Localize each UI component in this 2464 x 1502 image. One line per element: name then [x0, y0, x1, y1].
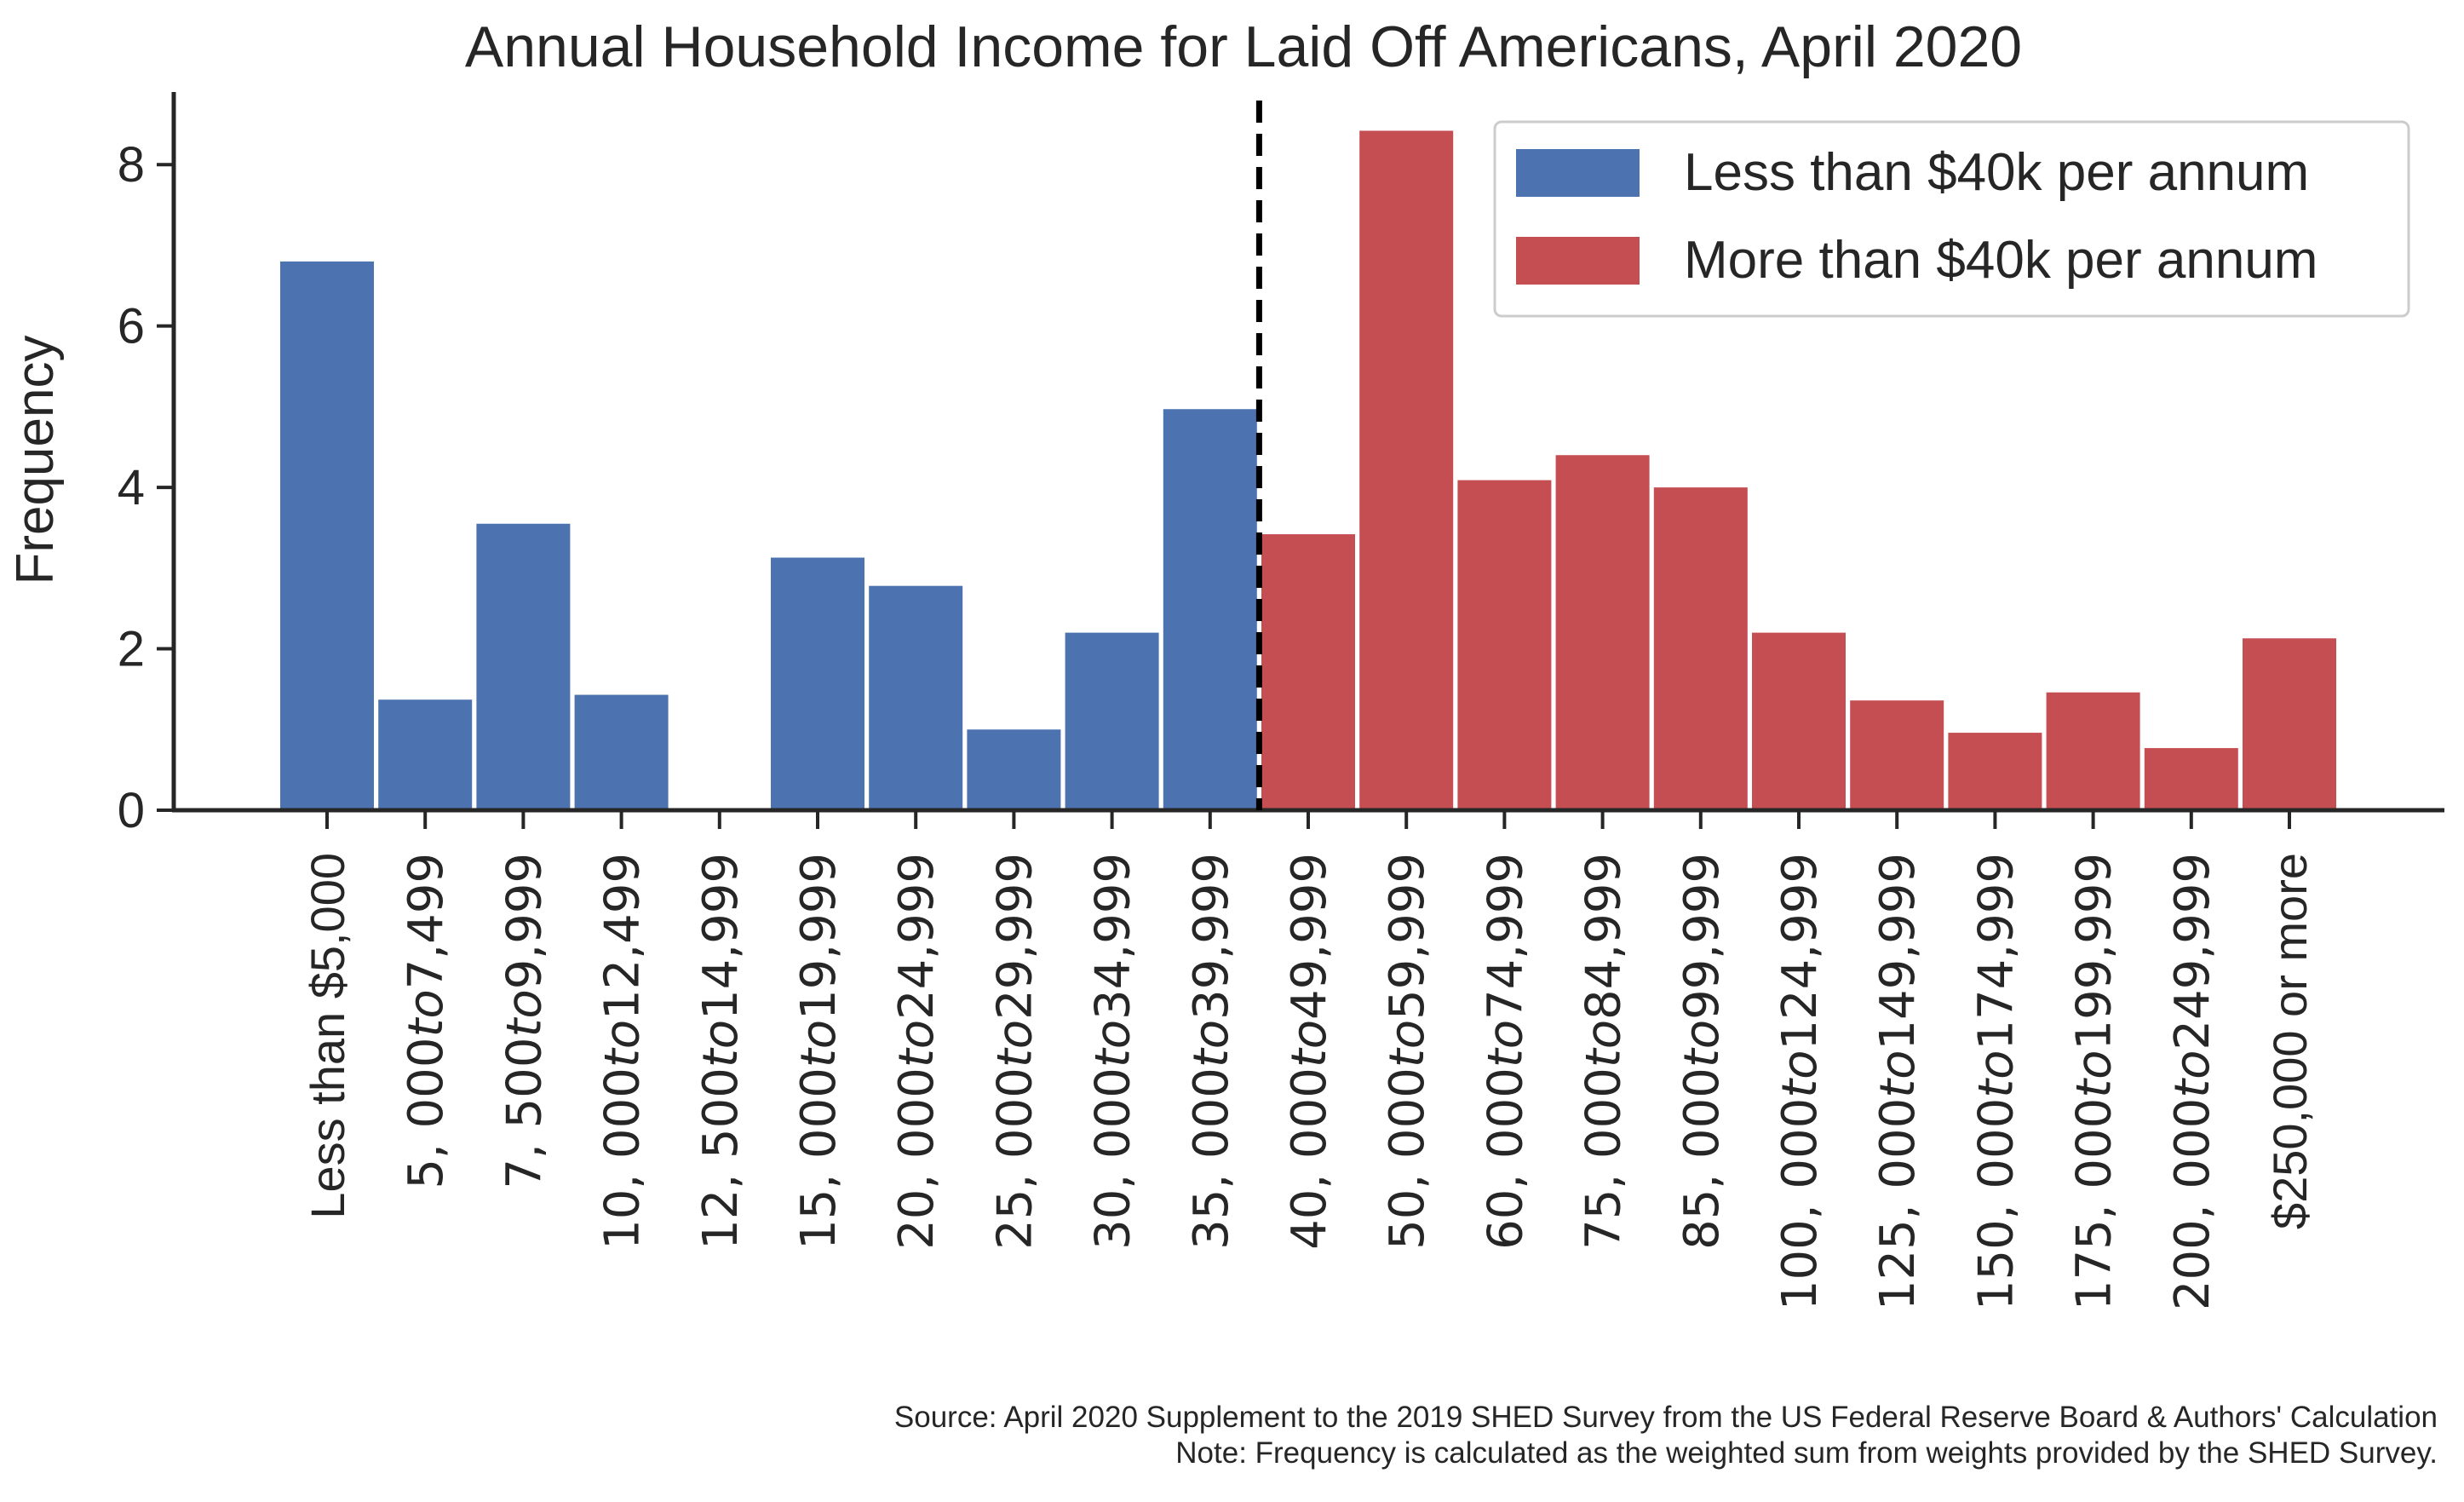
bar-below-40k-8	[1065, 632, 1159, 810]
x-tick-label: 85, 000to99,999	[1674, 853, 1730, 1250]
bar-above-40k-15	[1752, 632, 1846, 810]
bar-below-40k-0	[280, 261, 374, 810]
x-tick-label: Less than $5,000	[301, 853, 354, 1219]
x-tick-label: 175, 000to199,999	[2067, 853, 2122, 1310]
bar-above-40k-12	[1457, 480, 1552, 810]
bar-below-40k-5	[771, 557, 864, 810]
y-tick-label: 8	[118, 137, 145, 193]
chart-title: Annual Household Income for Laid Off Ame…	[465, 14, 2022, 79]
bar-below-40k-3	[574, 694, 669, 810]
y-tick-label: 4	[118, 460, 145, 515]
x-tick-label: 100, 000to124,999	[1772, 853, 1828, 1310]
y-tick-label: 2	[118, 622, 145, 677]
bar-above-40k-14	[1653, 487, 1748, 810]
x-tick-label: 30, 000to34,999	[1086, 853, 1141, 1250]
legend: Less than $40k per annum More than $40k p…	[1493, 120, 2410, 318]
x-tick-label: 5, 000to7,499	[399, 853, 454, 1189]
x-tick-label: 150, 000to174,999	[1968, 853, 2024, 1310]
frequency-note: Note: Frequency is calculated as the wei…	[1175, 1436, 2438, 1470]
bar-above-40k-20	[2243, 638, 2336, 810]
legend-frame	[1493, 120, 2410, 318]
legend-label-above-40k: More than $40k per annum	[1684, 231, 2318, 290]
bar-above-40k-18	[2046, 692, 2140, 810]
x-tick-label: 20, 000to24,999	[889, 853, 945, 1250]
bars-layer	[280, 130, 2336, 811]
x-tick-label: 25, 000to29,999	[987, 853, 1042, 1250]
legend-swatch-above-40k	[1516, 237, 1640, 285]
x-tick-label: 7, 500to9,999	[497, 853, 552, 1189]
bar-above-40k-16	[1850, 700, 1944, 810]
legend-label-below-40k: Less than $40k per annum	[1684, 143, 2309, 202]
y-axis-label: Frequency	[6, 336, 65, 585]
y-tick-label: 6	[118, 299, 145, 354]
legend-swatch-below-40k	[1516, 149, 1640, 197]
x-tick-label: $250,000 or more	[2263, 853, 2317, 1229]
bar-above-40k-11	[1359, 130, 1454, 811]
ticks-layer: 0 2 4 6 8 Less than $5,000 5, 000to7,499 7, 500…	[118, 137, 2317, 1310]
bar-above-40k-13	[1555, 455, 1650, 810]
x-tick-label: 35, 000to39,999	[1184, 853, 1239, 1250]
y-tick-label: 0	[118, 783, 145, 838]
bar-below-40k-9	[1163, 409, 1257, 810]
x-tick-label: 200, 000to249,999	[2165, 853, 2220, 1310]
bar-below-40k-6	[869, 585, 963, 810]
x-tick-label: 10, 000to12,499	[595, 853, 651, 1250]
x-tick-label: 40, 000to49,999	[1282, 853, 1337, 1250]
x-tick-label: 75, 000to84,999	[1577, 853, 1632, 1250]
bar-above-40k-17	[1948, 733, 2042, 810]
bar-below-40k-2	[476, 523, 571, 810]
x-tick-label: 50, 000to59,999	[1380, 853, 1435, 1250]
bar-below-40k-1	[378, 699, 473, 810]
source-note: Source: April 2020 Supplement to the 201…	[894, 1401, 2438, 1434]
bar-above-40k-10	[1261, 534, 1355, 810]
x-tick-label: 125, 000to149,999	[1870, 853, 1926, 1310]
x-tick-label: 15, 000to19,999	[791, 853, 847, 1250]
x-tick-label: 60, 000to74,999	[1478, 853, 1533, 1250]
bar-below-40k-7	[967, 729, 1061, 810]
bar-above-40k-19	[2144, 748, 2238, 810]
x-tick-label: 12, 500to14,999	[693, 853, 749, 1250]
